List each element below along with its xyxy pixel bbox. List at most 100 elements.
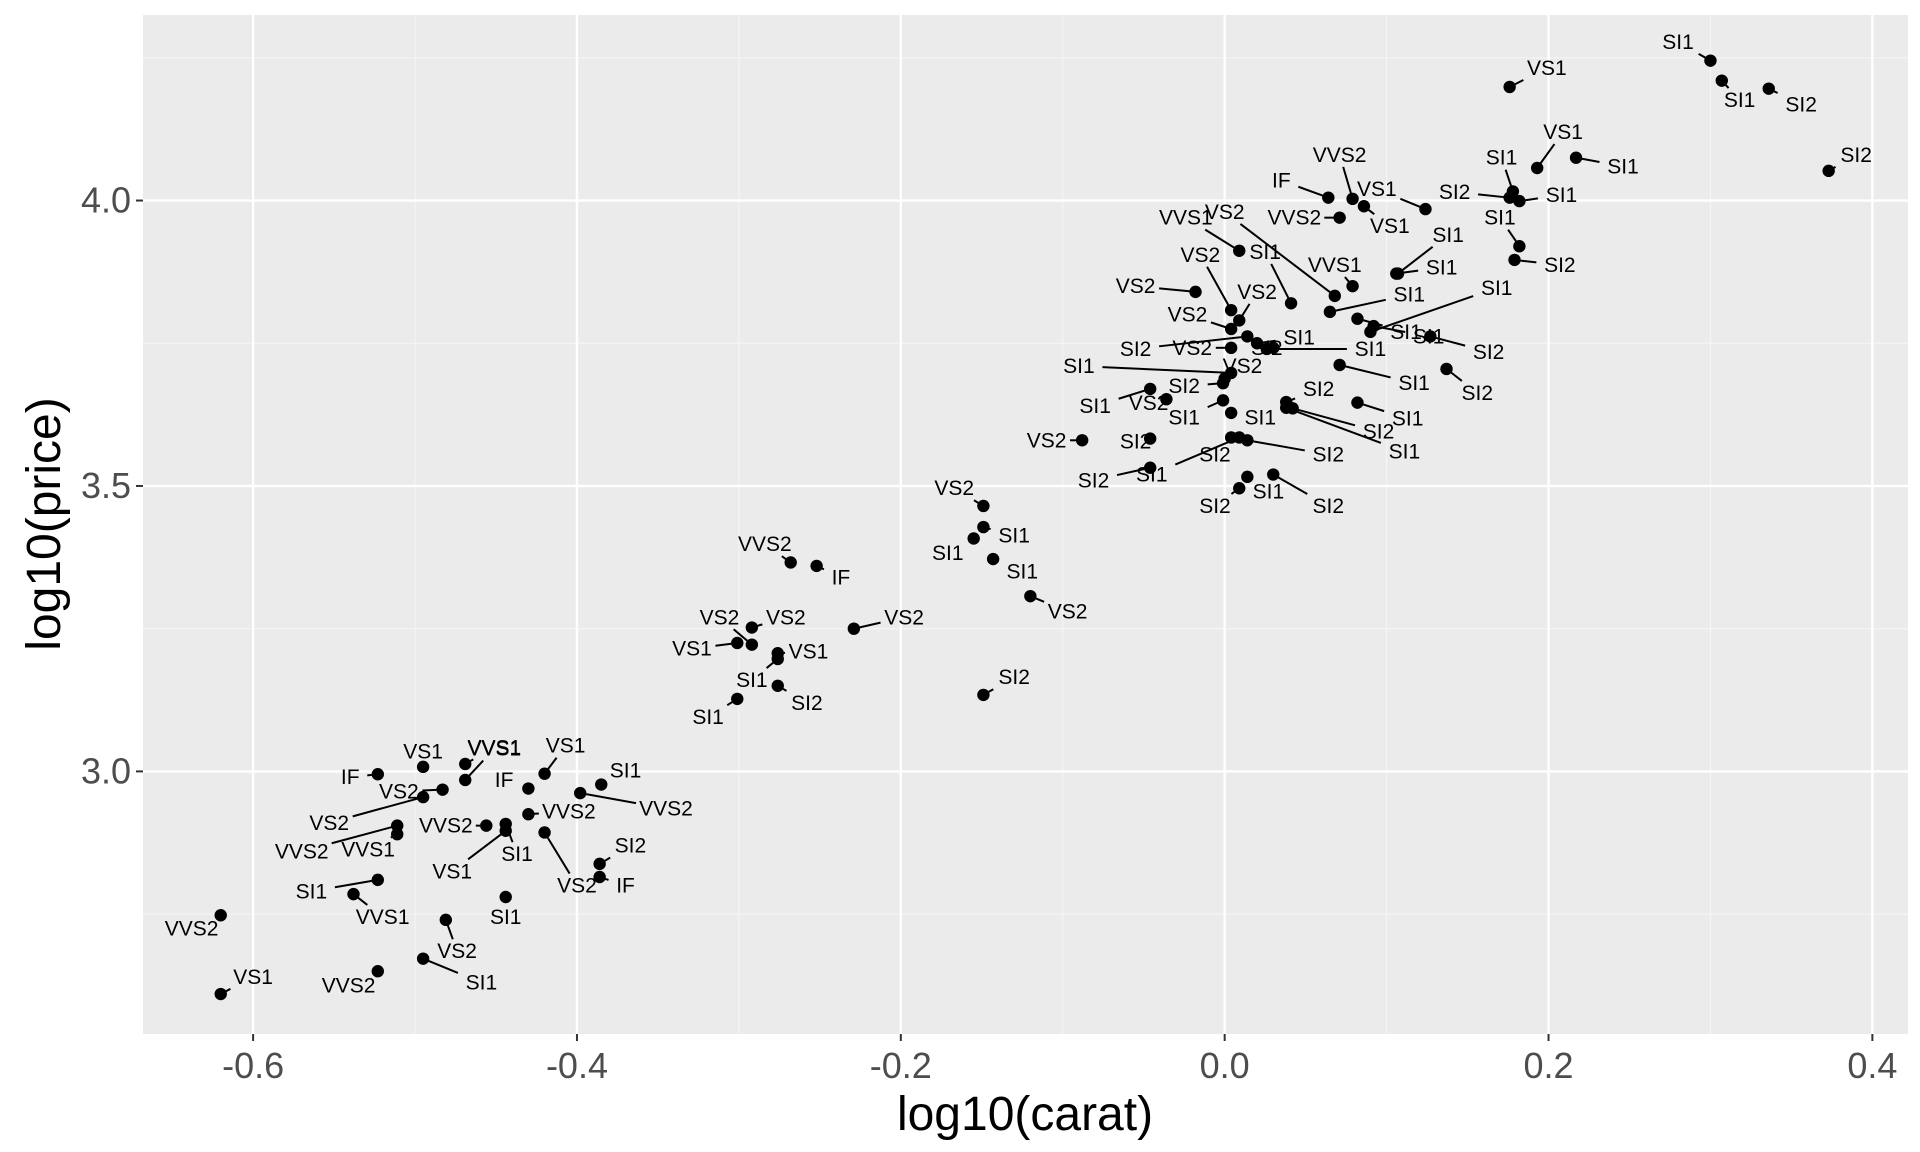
label-leader-line (605, 877, 609, 881)
label-leader-line (467, 833, 502, 861)
label-leader-line (334, 879, 373, 889)
point-label: SI2 (1462, 382, 1494, 405)
data-point (1715, 74, 1728, 87)
y-tick-label: 4.0 (81, 180, 131, 221)
point-label: SI1 (1607, 155, 1639, 178)
point-label: VS2 (700, 606, 740, 629)
data-point (977, 520, 990, 534)
point-label: SI1 (501, 843, 533, 866)
data-point (1284, 297, 1298, 310)
label-leader-line (1158, 336, 1242, 348)
data-point (1224, 322, 1238, 336)
y-axis-ticks: 3.0 3.5 4.0 (81, 180, 143, 791)
point-label: SI1 (1136, 464, 1168, 487)
data-point (416, 760, 430, 774)
label-leader-line (1539, 143, 1556, 164)
label-leader-line (352, 797, 418, 818)
point-label: SI2 (1078, 469, 1110, 492)
label-leader-line (1207, 401, 1218, 409)
x-axis-title: log10(carat) (897, 1088, 1153, 1141)
y-axis-title: log10(price) (18, 397, 71, 650)
data-point (847, 622, 861, 635)
point-label: VVS2 (542, 800, 596, 823)
label-leader-line (428, 960, 459, 974)
point-label: VS2 (1027, 429, 1067, 452)
point-label: VS2 (1048, 601, 1088, 624)
point-label: VS2 (1116, 275, 1156, 298)
point-label: VVS2 (419, 815, 473, 838)
data-point (1224, 303, 1238, 317)
point-label: VS2 (766, 606, 806, 629)
label-leader-line (973, 499, 979, 504)
label-leader-line (1833, 165, 1837, 169)
label-leader-line (357, 897, 368, 906)
point-label: SI2 (1168, 375, 1200, 398)
point-label: SI1 (1283, 327, 1315, 350)
point-label: SI1 (1392, 408, 1424, 431)
data-point (1346, 192, 1359, 206)
point-label: SI2 (1303, 378, 1335, 401)
data-point (1233, 482, 1246, 495)
point-label: SI1 (1426, 256, 1458, 279)
x-tick-label: 0.0 (1200, 1045, 1250, 1086)
point-label: SI1 (692, 706, 724, 729)
label-leader-lines (214, 52, 1837, 993)
label-leader-line (1379, 326, 1406, 333)
label-leader-line (782, 687, 787, 692)
label-leader-line (1402, 269, 1419, 274)
label-leader-line (715, 642, 732, 647)
data-point (522, 808, 535, 821)
data-point (416, 952, 430, 965)
point-label: SI1 (998, 525, 1030, 548)
point-label: SI2 (1473, 341, 1505, 364)
data-point (771, 679, 784, 692)
data-point (1143, 432, 1157, 445)
data-point (1143, 382, 1157, 396)
point-label: SI1 (932, 542, 964, 565)
point-label: VS2 (379, 780, 419, 803)
data-point (1241, 470, 1254, 484)
point-label: VVS1 (468, 738, 522, 761)
point-label: IF (616, 875, 635, 898)
data-point (1333, 358, 1346, 372)
label-leader-line (1035, 597, 1045, 603)
data-point (371, 768, 384, 781)
data-point (1513, 240, 1526, 253)
point-label: SI1 (1355, 338, 1387, 361)
data-point (1224, 341, 1238, 355)
label-leader-line (1174, 438, 1235, 466)
point-label: VVS1 (341, 839, 395, 862)
point-label: SI1 (1389, 441, 1421, 464)
label-leader-line (547, 757, 558, 770)
data-point (480, 819, 493, 832)
point-label: VS2 (1205, 201, 1245, 224)
data-point (1216, 377, 1230, 390)
label-leader-line (1291, 397, 1296, 401)
label-leader-line (781, 555, 787, 560)
data-point (214, 987, 227, 1001)
data-point (784, 556, 797, 569)
label-leader-line (1362, 403, 1385, 413)
data-point (731, 636, 744, 650)
label-leader-line (765, 661, 774, 669)
label-leader-line (1207, 382, 1218, 386)
data-point (1503, 191, 1516, 204)
data-point (1267, 341, 1280, 355)
minor-gridlines (143, 15, 1908, 1034)
point-label: VS1 (546, 735, 586, 758)
point-label: VS1 (1357, 178, 1397, 201)
label-leader-line (821, 567, 825, 571)
label-leader-line (1204, 228, 1235, 249)
point-label: SI2 (1840, 144, 1872, 167)
label-leader-line (1507, 229, 1517, 242)
data-point (1503, 80, 1516, 94)
point-label: VVS2 (165, 917, 219, 940)
point-label: VS1 (672, 638, 712, 661)
label-leader-line (1239, 223, 1331, 294)
point-label: VVS1 (356, 906, 410, 929)
data-point (1024, 589, 1037, 603)
label-leader-line (1504, 169, 1512, 187)
data-point (574, 786, 587, 800)
data-point (459, 757, 472, 771)
data-point (1419, 202, 1432, 216)
